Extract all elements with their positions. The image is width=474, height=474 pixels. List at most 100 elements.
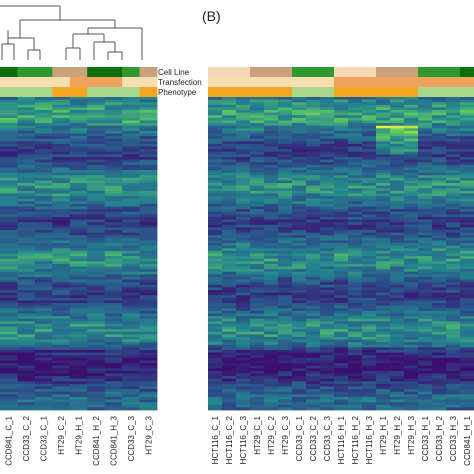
heatmap-cell (17, 146, 36, 150)
heatmap-cell (362, 232, 377, 236)
heatmap-cell (52, 290, 71, 294)
heatmap-cell (418, 318, 433, 322)
heatmap-cell (362, 149, 377, 153)
heatmap-cell (236, 295, 251, 299)
heatmap-cell (122, 342, 140, 346)
heatmap-cell (334, 177, 349, 181)
heatmap-cell (87, 404, 106, 408)
heatmap-cell (122, 352, 140, 356)
heatmap-cell (460, 164, 474, 168)
heatmap-cell (0, 112, 18, 116)
heatmap-cell (418, 321, 433, 325)
heatmap-cell (222, 376, 237, 380)
heatmap-cell (34, 383, 53, 387)
heatmap-cell (52, 115, 71, 119)
heatmap-cell (320, 313, 335, 317)
heatmap-cell (122, 240, 140, 244)
heatmap-cell (404, 284, 419, 288)
heatmap-cell (348, 318, 363, 322)
heatmap-cell (250, 214, 265, 218)
heatmap-cell (222, 347, 237, 351)
heatmap-cell (334, 154, 349, 158)
heatmap-cell (278, 365, 293, 369)
heatmap-cell (278, 222, 293, 226)
heatmap-cell (390, 128, 405, 132)
heatmap-cell (52, 303, 71, 307)
heatmap-cell (376, 329, 391, 333)
heatmap-cell (320, 102, 335, 106)
heatmap-cell (446, 365, 461, 369)
heatmap-cell (278, 373, 293, 377)
heatmap-cell (306, 284, 321, 288)
heatmap-cell (87, 216, 106, 220)
heatmap-cell (306, 211, 321, 215)
heatmap-cell (34, 190, 53, 194)
heatmap-cell (264, 133, 279, 137)
heatmap-cell (362, 355, 377, 359)
heatmap-cell (348, 180, 363, 184)
heatmap-cell (52, 224, 71, 228)
heatmap-cell (87, 177, 106, 181)
heatmap-cell (348, 117, 363, 121)
heatmap-cell (0, 141, 18, 145)
heatmap-cell (278, 138, 293, 142)
heatmap-cell (104, 196, 123, 200)
heatmap-cell (418, 350, 433, 354)
heatmap-cell (404, 117, 419, 121)
heatmap-cell (460, 159, 474, 163)
heatmap-cell (264, 253, 279, 257)
heatmap-cell (292, 274, 307, 278)
heatmap-cell (52, 107, 71, 111)
heatmap-cell (460, 172, 474, 176)
heatmap-cell (236, 318, 251, 322)
heatmap-cell (222, 245, 237, 249)
heatmap-cell (446, 243, 461, 247)
heatmap-cell (250, 159, 265, 163)
heatmap-cell (432, 284, 447, 288)
heatmap-cell (306, 258, 321, 262)
heatmap-cell (334, 227, 349, 231)
heatmap-cell (306, 279, 321, 283)
heatmap-cell (250, 190, 265, 194)
heatmap-cell (236, 110, 251, 114)
heatmap-cell (334, 245, 349, 249)
heatmap-cell (222, 120, 237, 124)
heatmap-cell (69, 396, 88, 400)
heatmap-cell (34, 284, 53, 288)
heatmap-cell (264, 313, 279, 317)
heatmap-cell (250, 256, 265, 260)
annotation-cell-phenotype (222, 87, 237, 97)
heatmap-cell (418, 120, 433, 124)
heatmap-cell (0, 370, 18, 374)
heatmap-cell (292, 399, 307, 403)
heatmap-cell (306, 188, 321, 192)
heatmap-cell (348, 389, 363, 393)
heatmap-cell (334, 222, 349, 226)
heatmap-cell (404, 329, 419, 333)
heatmap-cell (376, 276, 391, 280)
heatmap-cell (404, 102, 419, 106)
heatmap-cell (362, 344, 377, 348)
heatmap-cell (139, 130, 158, 134)
heatmap-cell (460, 350, 474, 354)
heatmap-cell (236, 258, 251, 262)
heatmap-cell (236, 263, 251, 267)
heatmap-cell (306, 316, 321, 320)
heatmap-cell (17, 344, 36, 348)
heatmap-cell (390, 313, 405, 317)
heatmap-cell (460, 394, 474, 398)
heatmap-cell (432, 125, 447, 129)
heatmap-cell (376, 310, 391, 314)
heatmap-cell (250, 128, 265, 132)
heatmap-cell (87, 313, 106, 317)
heatmap-cell (460, 177, 474, 181)
heatmap-cell (104, 245, 123, 249)
heatmap-cell (446, 300, 461, 304)
heatmap-cell (306, 112, 321, 116)
heatmap-cell (292, 222, 307, 226)
heatmap-cell (250, 120, 265, 124)
heatmap-cell (418, 216, 433, 220)
heatmap-cell (250, 243, 265, 247)
heatmap-cell (418, 232, 433, 236)
heatmap-cell (250, 295, 265, 299)
